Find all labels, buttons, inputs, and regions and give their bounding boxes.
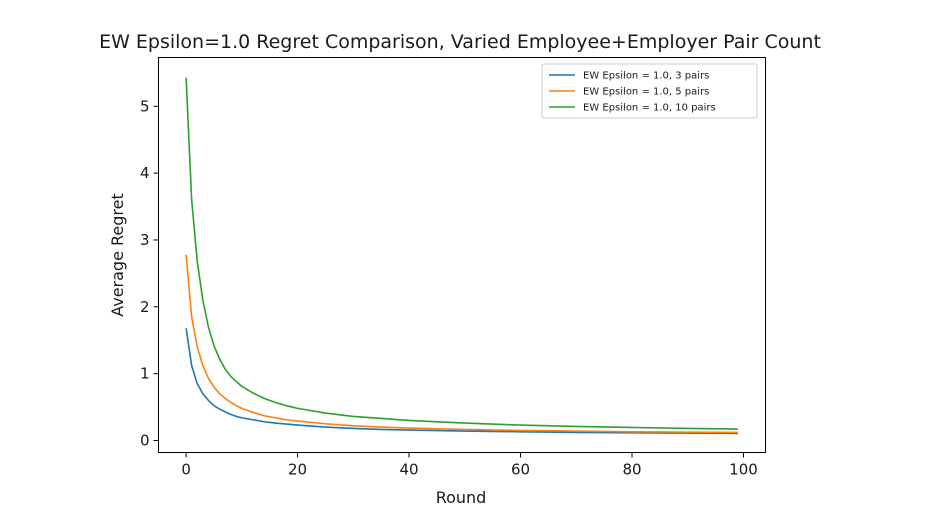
- x-axis-label: Round: [436, 488, 487, 507]
- y-tick-label: 0: [140, 431, 150, 449]
- chart-title: EW Epsilon=1.0 Regret Comparison, Varied…: [99, 31, 821, 53]
- y-tick-label: 1: [140, 365, 150, 383]
- legend-frame: [541, 63, 758, 119]
- legend-label-10-pairs: EW Epsilon = 1.0, 10 pairs: [583, 103, 716, 114]
- axis-ticks: 0 20 40 60 80 100 0 1 2 3 4 5: [140, 97, 758, 478]
- x-tick-label: 60: [511, 461, 530, 479]
- y-tick-label: 2: [140, 298, 150, 316]
- series-line-1: [185, 254, 738, 434]
- x-tick-label: 40: [400, 461, 419, 479]
- y-axis-label: Average Regret: [108, 193, 127, 317]
- series-line-2: [185, 77, 738, 430]
- y-tick-label: 4: [140, 164, 150, 182]
- legend-label-5-pairs: EW Epsilon = 1.0, 5 pairs: [583, 87, 709, 98]
- series-line-0: [185, 328, 738, 435]
- y-tick-label: 3: [140, 231, 150, 249]
- x-tick-label: 20: [288, 461, 307, 479]
- x-tick-label: 80: [622, 461, 641, 479]
- legend-label-3-pairs: EW Epsilon = 1.0, 3 pairs: [583, 71, 709, 82]
- y-tick-label: 5: [140, 97, 150, 115]
- plot-frame: [158, 57, 766, 453]
- legend: EW Epsilon = 1.0, 3 pairs EW Epsilon = 1…: [541, 63, 758, 119]
- x-tick-label: 100: [729, 461, 758, 479]
- x-tick-label: 0: [181, 461, 191, 479]
- plot-lines: [185, 77, 738, 435]
